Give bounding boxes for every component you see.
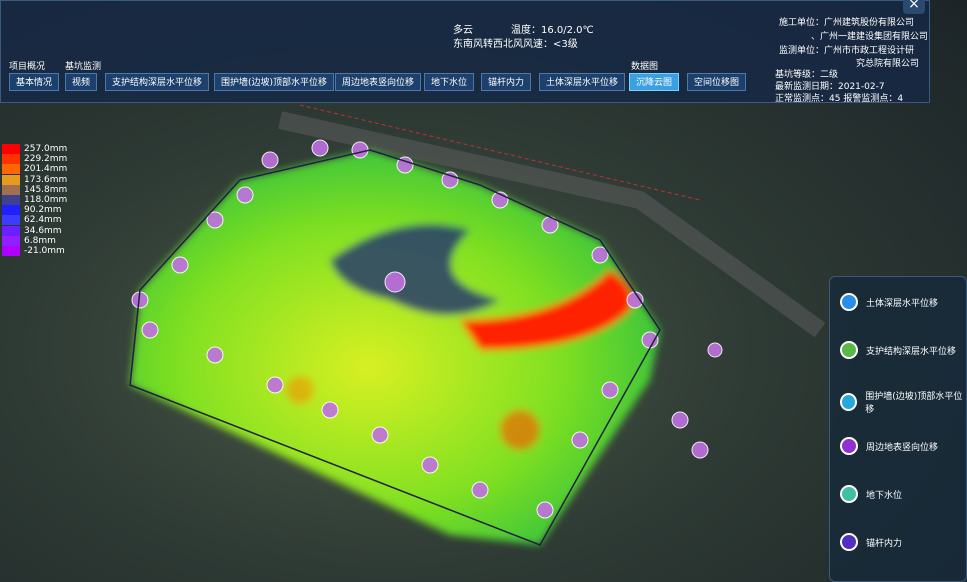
scale-row: 90.2mm [2,205,67,216]
info-line: 正常监测点：45 报警监测点：4 [775,94,904,104]
layer-legend: 土体深层水平位移支护结构深层水平位移围护墙(边坡)顶部水平位移周边地表竖向位移地… [829,276,967,582]
nav-button[interactable]: 围护墙(边坡)顶部水平位移 [214,73,335,91]
scale-label: 257.0mm [24,144,68,155]
scale-label: 173.6mm [24,174,68,185]
nav-button[interactable]: 空间位移图 [687,73,747,91]
scale-row: 118.0mm [2,195,68,206]
legend-item[interactable]: 周边地表竖向位移 [840,437,938,455]
legend-icon [840,293,858,311]
wind: 东南风转西北风风速：<3级 [453,39,578,50]
legend-item[interactable]: 围护墙(边坡)顶部水平位移 [840,389,966,415]
scale-swatch [2,225,20,236]
legend-icon [840,485,858,503]
legend-icon [840,533,858,551]
info-line: 、广州一建建设集团有限公司 [811,32,929,42]
scale-row: -21.0mm [2,245,67,256]
legend-label: 锚杆内力 [866,538,903,549]
legend-label: 支护结构深层水平位移 [866,346,957,357]
scale-row: 62.4mm [2,215,67,226]
nav-button[interactable]: 基本情况 [9,73,60,91]
nav-button[interactable]: 支护结构深层水平位移 [105,73,210,91]
scale-row: 34.6mm [2,225,67,236]
scale-label: -21.0mm [24,245,65,256]
legend-icon [840,393,858,411]
scale-label: 145.8mm [24,184,68,195]
legend-icon [840,341,858,359]
legend-item[interactable]: 支护结构深层水平位移 [840,341,956,359]
scale-label: 34.6mm [24,225,62,236]
info-line: 监测单位：广州市市政工程设计研 [779,46,915,56]
scale-row: 257.0mm [2,144,68,155]
weather: 多云 [453,25,473,36]
top-bar: 多云 温度：16.0/2.0℃ 东南风转西北风风速：<3级 施工单位：广州建筑股… [0,0,930,104]
scale-swatch [2,215,20,226]
group-label: 数据图 [631,62,659,72]
legend-item[interactable]: 锚杆内力 [840,533,902,551]
group-label: 基坑监测 [65,62,102,72]
info-line: 基坑等级：二级 [775,70,839,80]
legend-item[interactable]: 地下水位 [840,485,902,503]
scale-swatch [2,205,20,216]
scale-swatch [2,245,20,256]
scale-row: 201.4mm [2,164,68,175]
scale-swatch [2,184,20,195]
scale-label: 6.8mm [24,235,56,246]
nav-button[interactable]: 锚杆内力 [481,73,532,91]
scale-swatch [2,144,20,155]
scale-swatch [2,174,20,185]
scale-swatch [2,235,20,246]
scale-label: 118.0mm [24,195,68,206]
nav-button[interactable]: 沉降云图 [629,73,680,91]
legend-label: 围护墙(边坡)顶部水平位移 [865,392,963,415]
scale-label: 229.2mm [24,154,68,165]
nav-button[interactable]: 视频 [65,73,98,91]
group-label: 项目概况 [9,62,46,72]
scale-row: 173.6mm [2,174,68,185]
legend-item[interactable]: 土体深层水平位移 [840,293,938,311]
legend-icon [840,437,858,455]
info-line: 最新监测日期：2021-02-7 [775,82,885,92]
nav-button[interactable]: 地下水位 [424,73,475,91]
scale-label: 90.2mm [24,205,62,216]
legend-label: 周边地表竖向位移 [866,442,939,453]
scale-row: 145.8mm [2,184,68,195]
scale-label: 201.4mm [24,164,68,175]
legend-label: 土体深层水平位移 [866,298,939,309]
nav-button[interactable]: 周边地表竖向位移 [335,73,422,91]
scale-swatch [2,195,20,206]
scale-row: 229.2mm [2,154,68,165]
scale-label: 62.4mm [24,215,62,226]
color-scale: 257.0mm 229.2mm 201.4mm 173.6mm 145.8mm 118.0… [2,144,67,256]
info-line: 究总院有限公司 [856,59,920,69]
legend-label: 地下水位 [866,490,903,501]
nav-button[interactable]: 土体深层水平位移 [539,73,626,91]
info-line: 施工单位：广州建筑股份有限公司 [779,18,915,28]
scale-row: 6.8mm [2,235,67,246]
scale-swatch [2,164,20,175]
temperature: 温度：16.0/2.0℃ [511,25,594,36]
close-button[interactable]: × [903,0,925,14]
scale-swatch [2,154,20,165]
